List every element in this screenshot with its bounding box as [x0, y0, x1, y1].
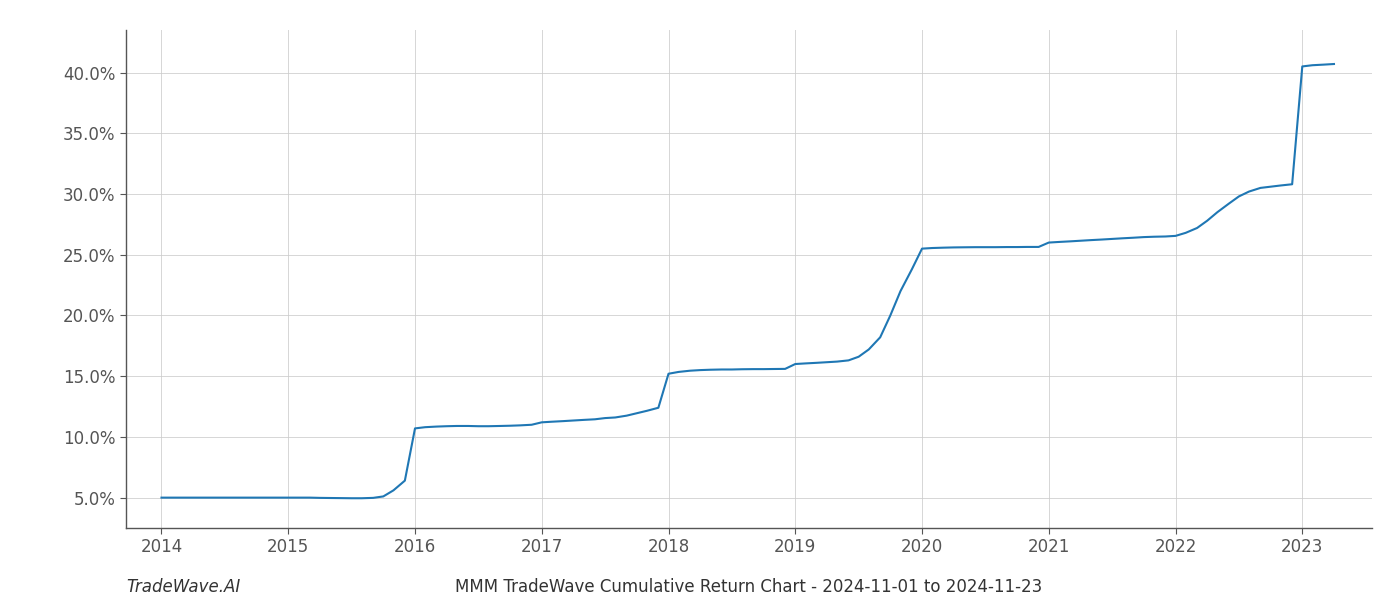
- Text: TradeWave.AI: TradeWave.AI: [126, 578, 241, 596]
- Text: MMM TradeWave Cumulative Return Chart - 2024-11-01 to 2024-11-23: MMM TradeWave Cumulative Return Chart - …: [455, 578, 1043, 596]
